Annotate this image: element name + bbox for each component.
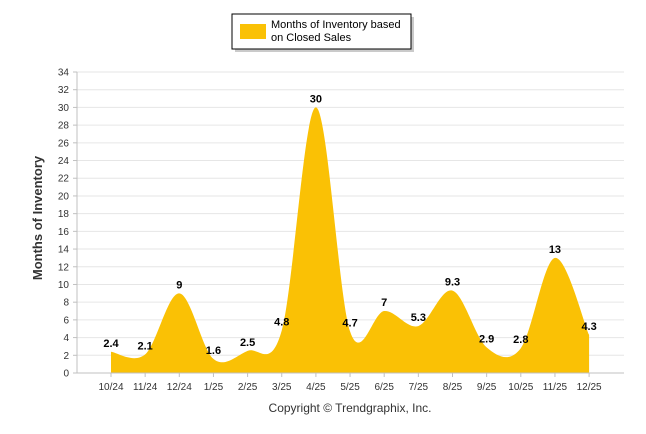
- x-tick-label: 2/25: [238, 382, 258, 393]
- series-area: [111, 107, 590, 374]
- y-tick-label: 0: [63, 369, 69, 380]
- legend-line-2: on Closed Sales: [271, 32, 352, 44]
- data-label: 2.9: [479, 333, 494, 345]
- y-tick-label: 24: [58, 156, 70, 167]
- data-label: 4.8: [274, 317, 289, 329]
- y-tick-label: 8: [63, 298, 69, 309]
- y-tick-label: 10: [58, 280, 70, 291]
- legend: Months of Inventory based on Closed Sale…: [231, 13, 414, 52]
- data-label: 13: [549, 244, 561, 256]
- y-tick-label: 34: [58, 68, 70, 79]
- y-tick-label: 30: [58, 103, 70, 114]
- x-tick-label: 6/25: [374, 382, 394, 393]
- data-label: 30: [310, 93, 322, 105]
- x-tick-label: 7/25: [409, 382, 429, 393]
- y-tick-label: 26: [58, 138, 70, 149]
- data-label: 1.6: [206, 345, 221, 357]
- x-tick-label: 11/25: [543, 382, 568, 393]
- x-tick-label: 11/24: [133, 382, 158, 393]
- legend-line-1: Months of Inventory based: [271, 19, 401, 31]
- y-axis-title: Months of Inventory: [30, 155, 45, 280]
- data-label: 2.8: [513, 334, 528, 346]
- x-tick-label: 5/25: [340, 382, 360, 393]
- x-tick-label: 3/25: [272, 382, 292, 393]
- y-tick-label: 28: [58, 121, 70, 132]
- y-tick-label: 12: [58, 262, 70, 273]
- x-tick-labels: 10/24 11/24 12/24 1/25 2/25 3/25 4/25 5/25 6/25 7…: [98, 382, 602, 393]
- data-label: 2.4: [103, 338, 119, 350]
- data-label: 9: [176, 279, 182, 291]
- x-tick-label: 10/24: [98, 382, 123, 393]
- y-tick-label: 14: [58, 245, 70, 256]
- data-label: 2.1: [138, 340, 153, 352]
- x-tick-label: 10/25: [508, 382, 533, 393]
- x-tick-label: 9/25: [477, 382, 497, 393]
- data-label: 4.7: [342, 317, 357, 329]
- x-tick-label: 4/25: [306, 382, 326, 393]
- data-label: 5.3: [411, 312, 426, 324]
- data-label: 2.5: [240, 337, 255, 349]
- axes: [73, 71, 624, 377]
- data-label: 9.3: [445, 277, 460, 289]
- x-tick-label: 12/25: [577, 382, 602, 393]
- y-tick-label: 2: [63, 351, 69, 362]
- y-tick-label: 16: [58, 227, 70, 238]
- y-tick-label: 22: [58, 174, 70, 185]
- area-layer: [111, 107, 590, 374]
- y-tick-label: 32: [58, 85, 70, 96]
- copyright-text: Copyright © Trendgraphix, Inc.: [269, 401, 432, 415]
- x-tick-label: 12/24: [167, 382, 192, 393]
- x-tick-label: 1/25: [204, 382, 224, 393]
- y-tick-label: 6: [63, 315, 69, 326]
- x-tick-label: 8/25: [443, 382, 463, 393]
- legend-swatch: [240, 24, 266, 39]
- data-labels: 2.4 2.1 9 1.6 2.5 4.8 30 4.7 7 5.3 9.3 2.9 2.8 13 4.3: [103, 93, 596, 356]
- y-tick-label: 18: [58, 209, 70, 220]
- y-tick-label: 4: [63, 333, 69, 344]
- data-label: 4.3: [581, 321, 596, 333]
- data-label: 7: [381, 297, 387, 309]
- y-tick-label: 20: [58, 191, 70, 202]
